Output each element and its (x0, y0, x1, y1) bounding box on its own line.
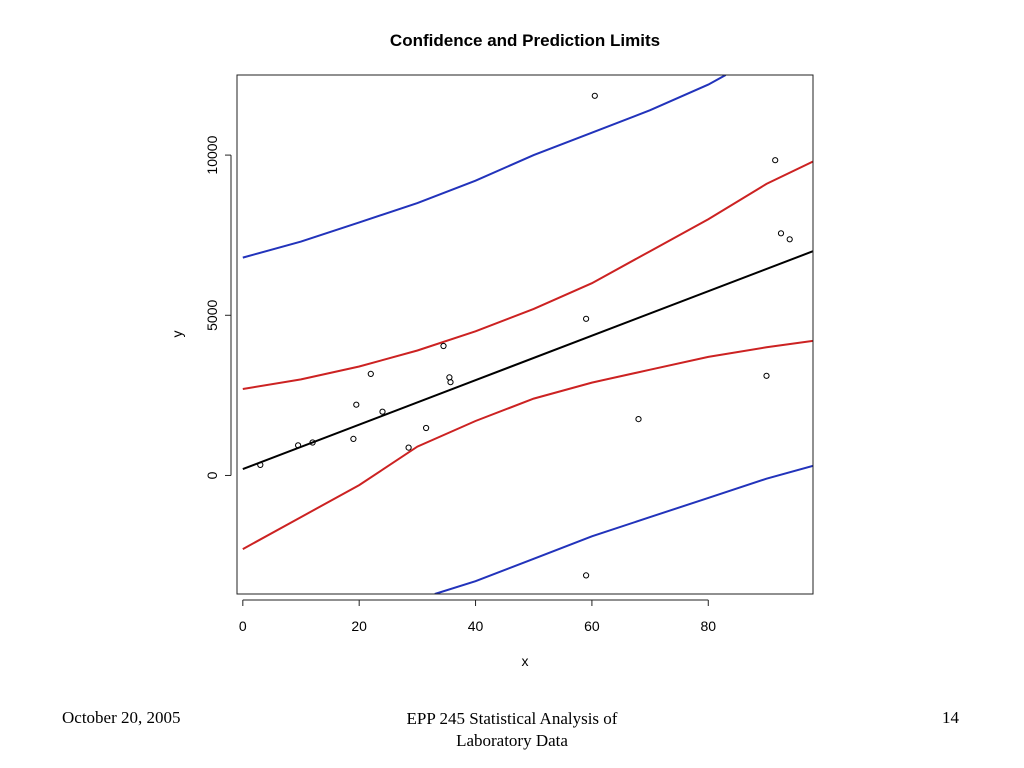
confidence-upper-line (242, 160, 813, 390)
footer-course-title: EPP 245 Statistical Analysis of Laborato… (340, 708, 684, 752)
points-layer (257, 92, 793, 579)
footer-course-line-2: Laboratory Data (456, 731, 568, 750)
data-point (777, 230, 785, 237)
data-point (309, 439, 316, 446)
x-tick-label: 80 (700, 618, 716, 634)
chart: Confidence and Prediction Limits 0 20 40 60… (169, 31, 814, 669)
footer-course-line-1: EPP 245 Statistical Analysis of (406, 709, 618, 728)
data-point (405, 444, 412, 451)
data-point (367, 370, 374, 377)
x-tick-label: 60 (584, 618, 600, 634)
confidence-lower-line (242, 339, 813, 550)
data-point (772, 157, 779, 164)
chart-title: Confidence and Prediction Limits (390, 31, 660, 50)
prediction-lower-line (434, 464, 813, 594)
data-point (440, 342, 447, 350)
data-point (295, 442, 302, 449)
curves-layer (242, 75, 813, 594)
data-point (583, 315, 590, 322)
data-point (635, 416, 642, 423)
data-point (786, 236, 793, 243)
data-point (583, 572, 590, 579)
y-axis: 0 5000 10000 (204, 135, 232, 479)
data-point (353, 401, 360, 408)
x-tick-label: 40 (468, 618, 484, 634)
data-point (423, 424, 430, 432)
data-point (350, 435, 357, 442)
x-axis-label: x (522, 653, 529, 669)
data-point (763, 372, 770, 379)
data-point (591, 92, 598, 99)
footer-page-number: 14 (942, 708, 959, 727)
footer-date: October 20, 2005 (62, 708, 181, 727)
x-tick-label: 0 (239, 618, 247, 634)
x-tick-label: 20 (351, 618, 367, 634)
y-tick-label: 5000 (204, 300, 220, 331)
data-point (447, 379, 454, 386)
y-tick-label: 0 (204, 471, 220, 479)
regression-fit-line (242, 250, 813, 471)
x-axis: 0 20 40 60 80 (239, 599, 716, 634)
plot-frame (236, 74, 814, 595)
data-point (379, 408, 386, 415)
data-point (257, 461, 264, 468)
y-tick-label: 10000 (204, 135, 220, 174)
prediction-upper-line (242, 75, 727, 259)
y-axis-label: y (169, 331, 185, 338)
